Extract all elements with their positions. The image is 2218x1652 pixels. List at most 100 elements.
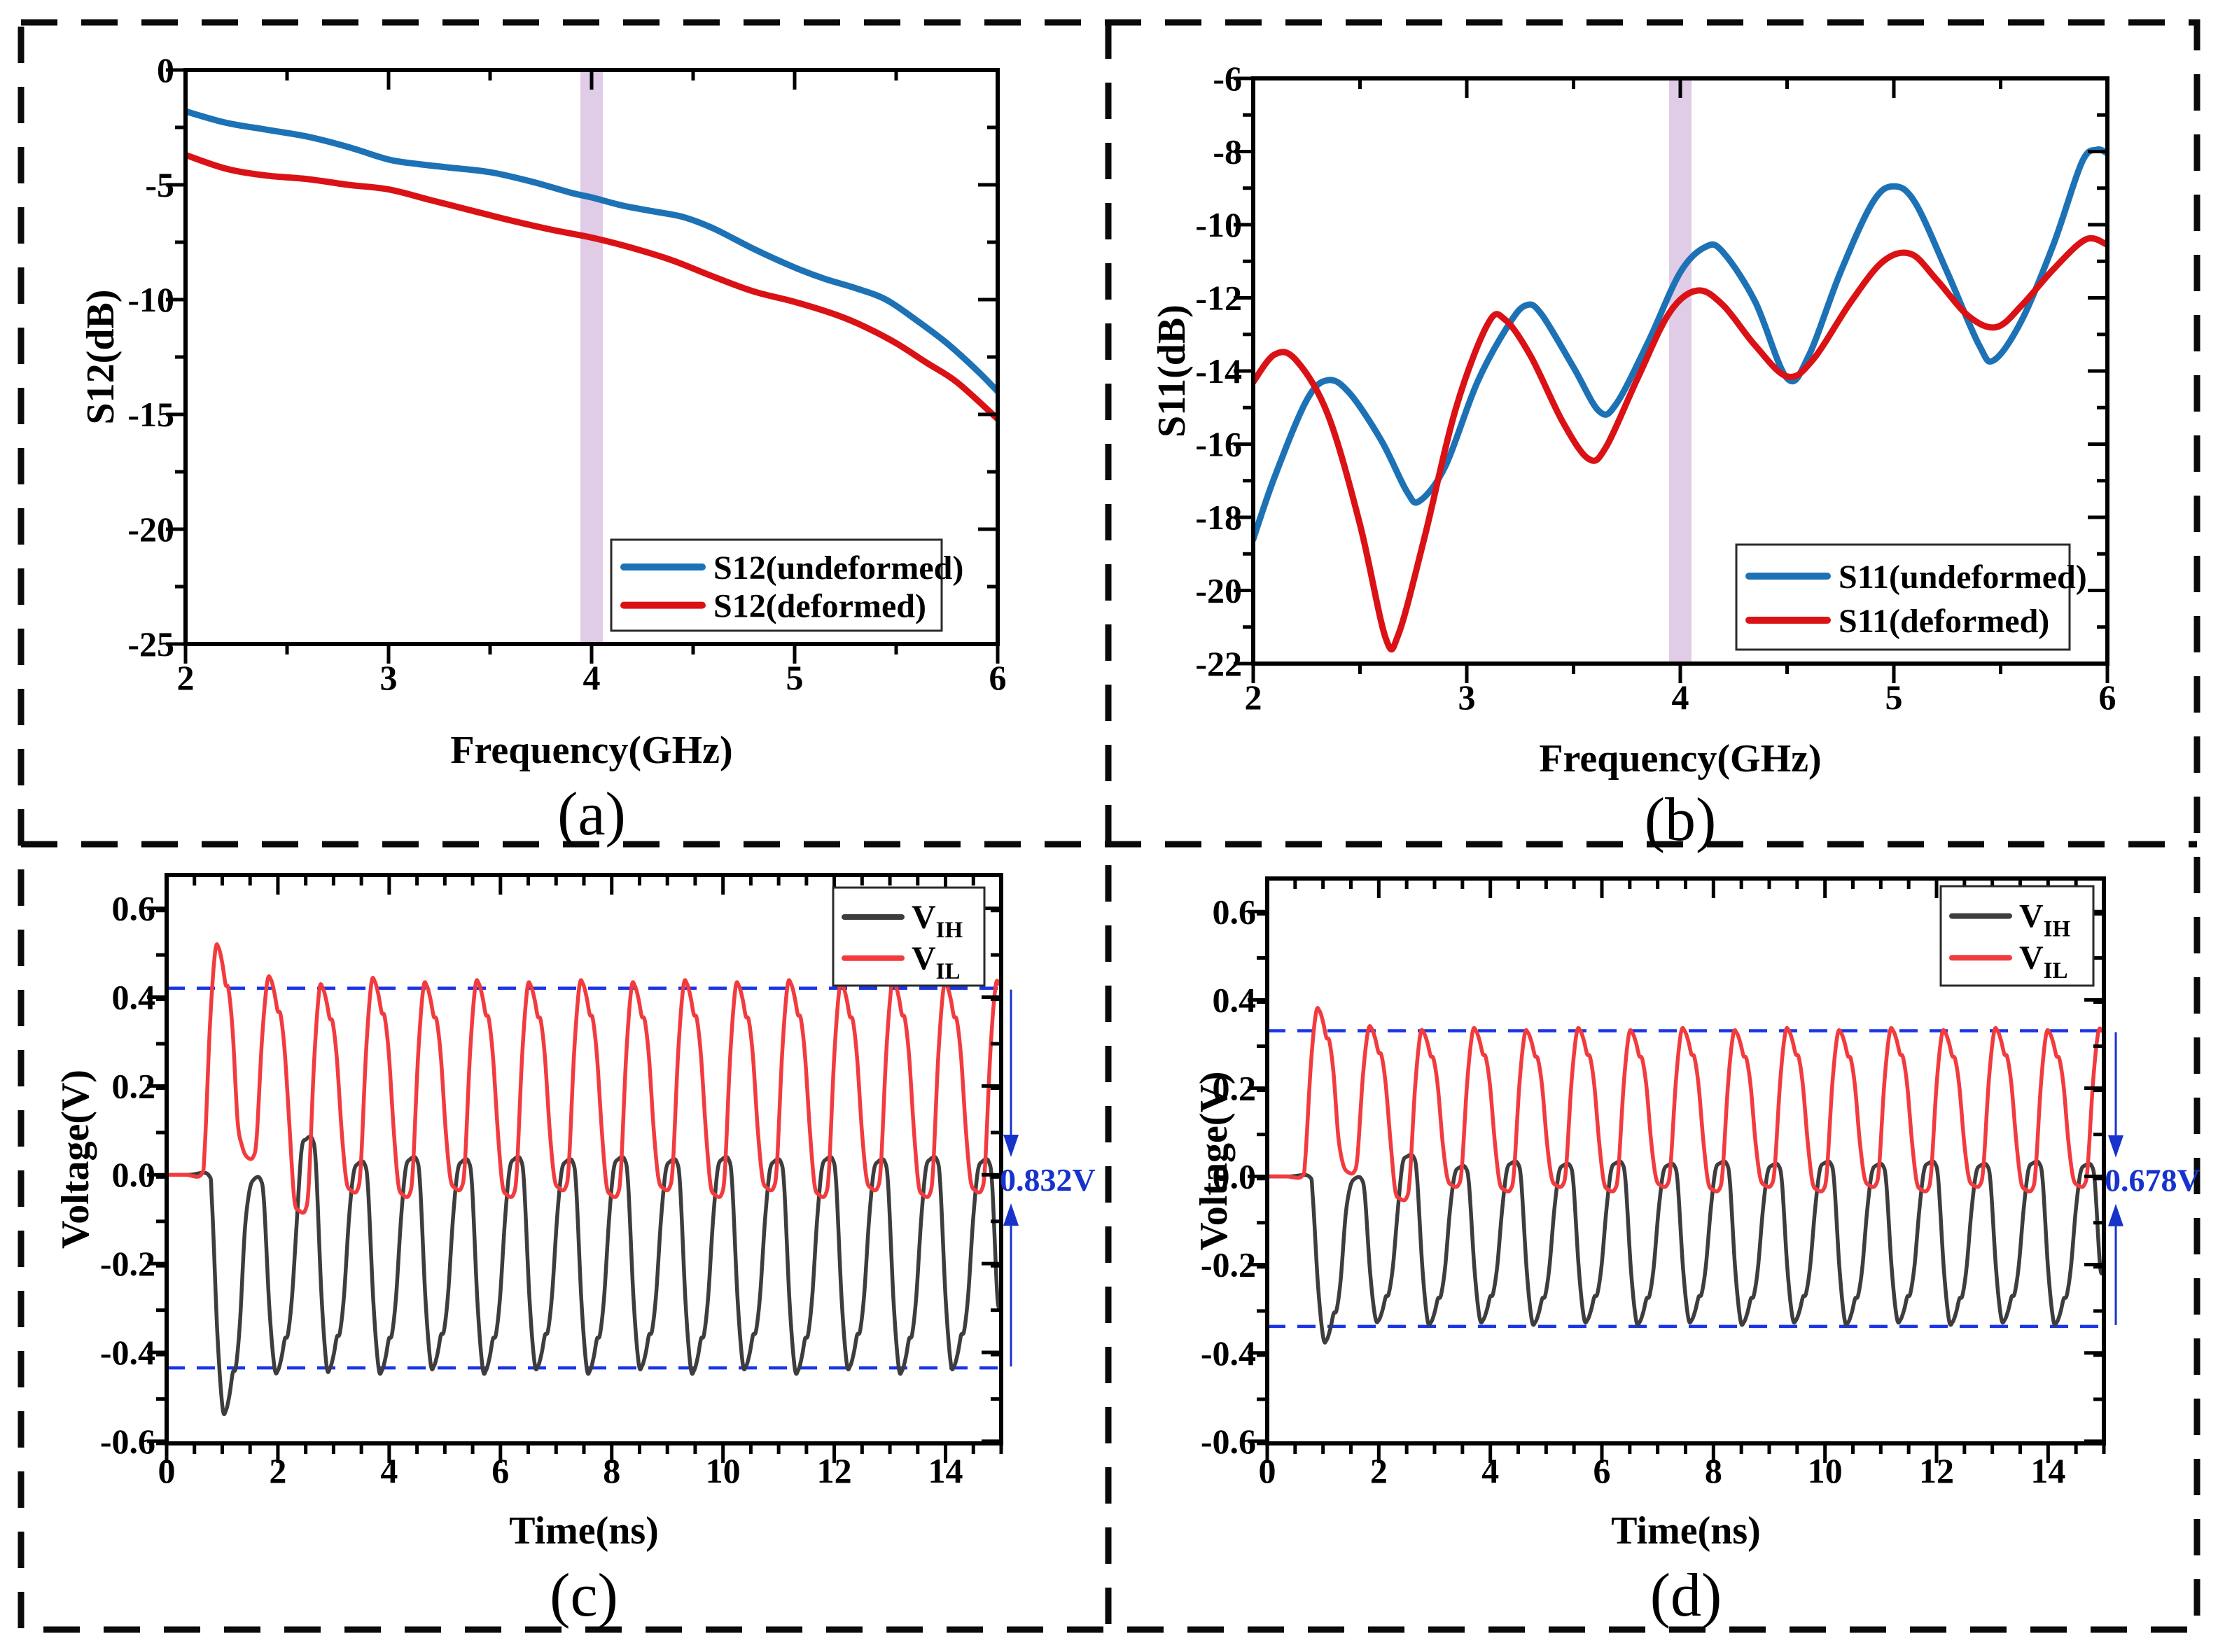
highlight-band-4ghz	[1669, 78, 1692, 664]
waveform-curve-V_IL	[1267, 1006, 2105, 1203]
ticks	[1248, 878, 2106, 1463]
y-axis-title: S11(dB)	[1150, 304, 1194, 438]
x-tick-label: 5	[1885, 678, 1903, 717]
legend: S11(undeformed) S11(deformed)	[1735, 543, 2087, 651]
x-tick-label: 14	[2030, 1451, 2065, 1490]
panel-letter: (b)	[1645, 786, 1717, 854]
y-tick-label: -14	[1195, 351, 1242, 391]
y-tick-label: -18	[1195, 498, 1242, 537]
arrowhead-down-icon	[2108, 1135, 2123, 1158]
x-tick-label: 2	[1245, 678, 1262, 717]
dashed-frame	[18, 19, 2200, 1633]
y-tick-label: -22	[1195, 644, 1242, 683]
x-tick-label: 4	[1481, 1451, 1499, 1490]
y-tick-label: -0.6	[100, 1422, 155, 1461]
plot-series	[1251, 146, 2109, 652]
legend-entry-label: VIH	[2019, 898, 2071, 942]
x-tick-label: 6	[2099, 678, 2116, 717]
legend-entry-label: VIH	[912, 899, 963, 943]
series-curve-0	[1251, 146, 2109, 542]
panel-letter: (a)	[557, 780, 626, 848]
x-tick-label: 10	[1808, 1451, 1843, 1490]
panel-b: 2 3 4 5 6 -6 -8 -10 -12 -14 -16 -18 -20 -22 Frequency(…	[1150, 59, 2116, 854]
y-axis-title: Voltage(V)	[1192, 1071, 1236, 1250]
x-tick-label: 10	[706, 1451, 741, 1490]
x-tick-label: 3	[380, 658, 398, 697]
x-tick-label: 12	[1919, 1451, 1954, 1490]
y-tick-label: 0.2	[1213, 1068, 1257, 1107]
legend-entry-label: S11(undeformed)	[1839, 559, 2087, 596]
legend: S12(undeformed)S12(deformed)	[610, 538, 963, 632]
legend-symbol-main: V	[912, 940, 936, 977]
x-tick-label: 3	[1458, 678, 1476, 717]
swing-annotation: 0.832V	[1000, 989, 1096, 1367]
y-tick-label: 0.0	[1213, 1157, 1257, 1196]
x-tick-label: 6	[1593, 1451, 1611, 1490]
y-axis-title: S12(dB)	[79, 290, 123, 425]
legend-symbol-main: V	[2019, 898, 2044, 935]
waveform-curve-V_IH	[166, 1135, 1003, 1416]
y-tick-label: 0.2	[112, 1066, 156, 1105]
x-tick-label: 2	[177, 658, 195, 697]
y-tick-label: -0.6	[1201, 1422, 1256, 1461]
x-tick-label: 12	[817, 1451, 852, 1490]
panel-d: 0 2 4 6 8 10 12 14 0.6 0.4 0.2 0.0 -0.2 -0.4 -0.6 Time(…	[1192, 876, 2200, 1630]
x-tick-label: 4	[583, 658, 601, 697]
x-axis-title: Time(ns)	[1611, 1509, 1761, 1553]
y-tick-label: -8	[1213, 132, 1242, 172]
arrowhead-down-icon	[1003, 1134, 1019, 1157]
x-axis-title: Frequency(GHz)	[1539, 737, 1821, 780]
y-tick-label: -20	[127, 510, 174, 549]
swing-value-label: 0.832V	[1000, 1162, 1096, 1198]
y-tick-label: -10	[127, 280, 174, 319]
legend-symbol-sub: IL	[936, 959, 961, 984]
x-tick-label: 0	[1259, 1451, 1276, 1490]
y-axis-title: Voltage(V)	[54, 1070, 97, 1249]
x-tick-label: 4	[1672, 678, 1689, 717]
panel-letter: (c)	[550, 1562, 618, 1630]
swing-annotation: 0.678V	[2105, 1032, 2200, 1325]
swing-value-label: 0.678V	[2105, 1163, 2200, 1198]
x-tick-label: 2	[269, 1451, 286, 1490]
legend-entry-label: VIL	[2019, 939, 2068, 983]
waveform-curve-V_IH	[1267, 1152, 2106, 1345]
x-tick-label: 6	[989, 658, 1007, 697]
legend-symbol-sub: IL	[2044, 958, 2068, 983]
ticks	[166, 68, 1000, 664]
legend-box	[1939, 885, 2095, 987]
legend-entry-label: S11(deformed)	[1839, 603, 2049, 640]
y-tick-label: -16	[1195, 425, 1242, 464]
x-tick-label: 5	[786, 658, 804, 697]
y-tick-label: 0.0	[112, 1155, 156, 1194]
x-tick-label: 8	[603, 1451, 620, 1490]
y-tick-label: 0.6	[112, 889, 156, 928]
y-tick-label: -6	[1213, 59, 1242, 98]
legend-box	[1735, 543, 2071, 651]
y-tick-label: -0.4	[1201, 1334, 1256, 1373]
plot-series	[183, 108, 1000, 423]
panel-letter: (d)	[1650, 1562, 1722, 1630]
series-curve-1	[1251, 235, 2109, 652]
panel-c: 0 2 4 6 8 10 12 14 0.6 0.4 0.2 0.0 -0.2 -0.4 -0.6 Time(…	[54, 873, 1096, 1630]
x-axis-title: Time(ns)	[509, 1509, 659, 1553]
y-tick-label: -0.4	[100, 1333, 155, 1372]
arrowhead-up-icon	[2108, 1203, 2123, 1226]
legend-entry-label: S12(deformed)	[713, 588, 926, 625]
waveform-curve-V_IL	[166, 942, 1002, 1215]
plot-series	[166, 942, 1003, 1416]
legend-symbol-main: V	[2019, 939, 2044, 976]
legend-box	[832, 886, 986, 987]
y-tick-label: 0.4	[112, 977, 156, 1016]
y-tick-label: -25	[127, 624, 174, 664]
x-tick-label: 0	[158, 1451, 176, 1490]
x-axis-title: Frequency(GHz)	[450, 729, 732, 772]
series-curve-0	[183, 108, 1000, 395]
y-tick-label: -12	[1195, 279, 1242, 318]
arrowhead-up-icon	[1003, 1203, 1019, 1226]
highlight-band-4ghz	[580, 70, 603, 644]
x-tick-label: 2	[1370, 1451, 1388, 1490]
